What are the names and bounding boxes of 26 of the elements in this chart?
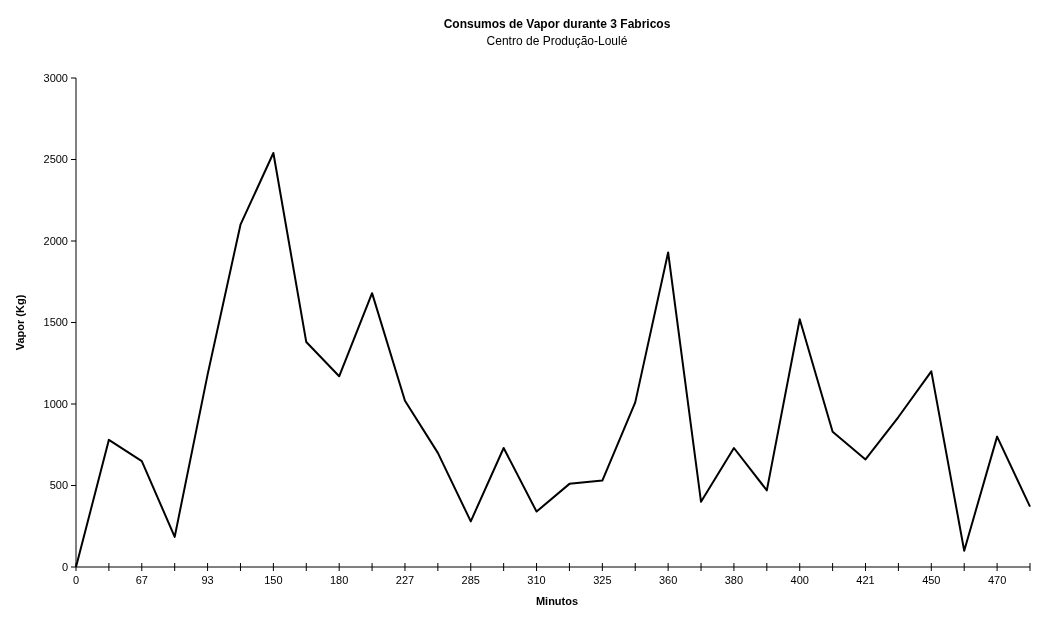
y-tick-label: 1500 (43, 316, 68, 329)
x-tick-label: 360 (658, 574, 678, 586)
x-tick-label: 180 (329, 574, 349, 586)
x-axis-title: Minutos (535, 595, 579, 607)
y-tick-label: 2000 (43, 234, 68, 247)
x-tick-label: 310 (527, 574, 546, 586)
y-axis-title: Vapor (Kg) (14, 294, 26, 351)
x-tick-label: 93 (201, 574, 214, 586)
chart-subtitle: Centro de Produção-Loulé (486, 34, 628, 48)
y-tick-label: 2500 (43, 153, 68, 166)
x-tick-label: 67 (135, 574, 148, 586)
y-tick-label: 1000 (43, 397, 68, 410)
x-tick-label: 285 (461, 574, 480, 586)
y-tick-label: 500 (49, 479, 68, 492)
x-tick-label: 470 (987, 574, 1007, 586)
x-tick-label: 380 (724, 574, 744, 586)
x-tick-label: 421 (856, 574, 875, 586)
y-tick-label: 0 (61, 560, 68, 573)
x-tick-label: 400 (790, 574, 809, 586)
x-tick-label: 450 (922, 574, 941, 586)
x-tick-label: 150 (264, 574, 283, 586)
x-tick-label: 325 (593, 574, 612, 586)
y-tick-label: 3000 (43, 71, 68, 84)
x-tick-label: 0 (72, 574, 80, 586)
x-tick-label: 227 (395, 574, 415, 586)
chart-title: Consumos de Vapor durante 3 Fabricos (443, 17, 671, 31)
